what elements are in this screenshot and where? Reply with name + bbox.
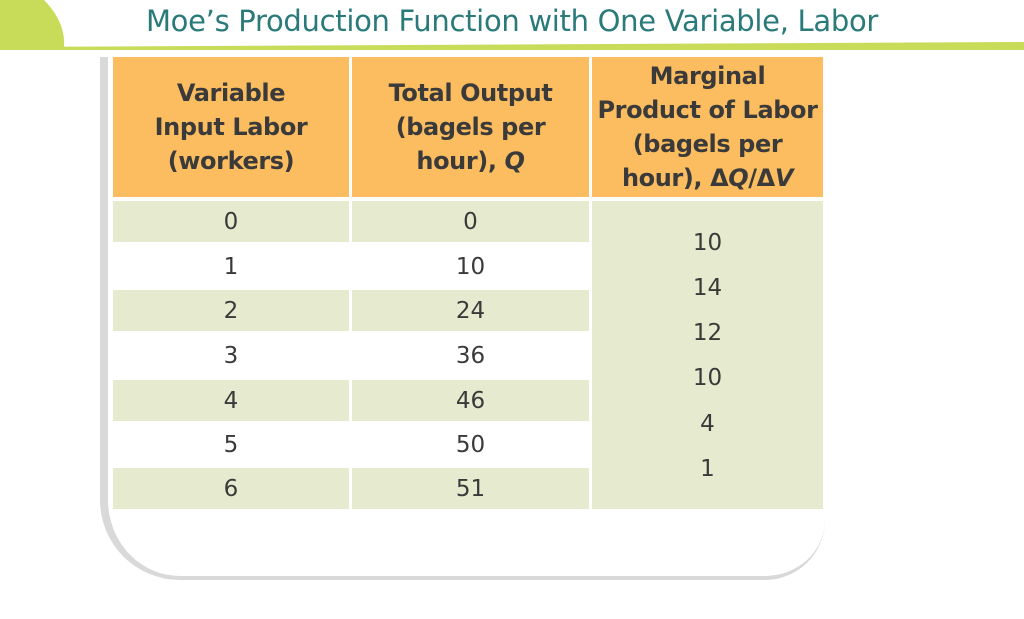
header-output-symbol: Q <box>504 147 525 175</box>
labor-cell: 2 <box>113 290 349 331</box>
labor-cell: 5 <box>223 431 239 458</box>
table-row: 2 24 <box>113 290 589 331</box>
labor-cell: 6 <box>113 468 349 509</box>
header-mpl-text: /Δ <box>748 164 775 192</box>
output-cell: 51 <box>352 468 589 509</box>
header-mpl-line: hour), ΔQ/ΔV <box>597 161 817 195</box>
table-row: 6 51 <box>113 468 589 509</box>
labor-cell: 4 <box>113 380 349 421</box>
corner-accent <box>0 0 65 48</box>
header-marginal-product: Marginal Product of Labor (bagels per ho… <box>592 57 823 197</box>
header-mpl-symbol: Q <box>728 164 749 192</box>
marginal-product-cell: 1 <box>700 456 715 482</box>
header-mpl-line: Marginal <box>649 62 766 90</box>
table-row: 3 36 <box>113 335 589 376</box>
marginal-product-cell: 10 <box>692 365 723 391</box>
marginal-product-cell: 4 <box>700 411 715 437</box>
header-output-text: hour), <box>416 147 505 175</box>
header-mpl-symbol: V <box>774 164 794 192</box>
header-output-line: hour), Q <box>389 144 553 178</box>
output-cell: 50 <box>455 431 486 458</box>
labor-cell: 3 <box>223 342 239 369</box>
header-total-output: Total Output (bagels per hour), Q <box>352 57 589 197</box>
table-row: 5 50 <box>113 424 589 465</box>
title-underline <box>0 42 1024 50</box>
table-row: 4 46 <box>113 380 589 421</box>
marginal-product-cell: 10 <box>692 230 723 256</box>
header-mpl-line: Product of Labor <box>597 96 818 124</box>
slide-title: Moe’s Production Function with One Varia… <box>145 4 879 38</box>
header-output-line: (bagels per <box>395 113 546 141</box>
header-mpl-line: (bagels per <box>632 130 783 158</box>
output-cell: 36 <box>455 342 486 369</box>
marginal-product-cell: 14 <box>692 275 723 301</box>
header-mpl-text: hour), Δ <box>621 164 729 192</box>
table-row: 1 10 <box>113 246 589 287</box>
header-labor-line: (workers) <box>167 147 295 175</box>
marginal-product-cell: 12 <box>692 320 723 346</box>
output-cell: 0 <box>352 201 589 242</box>
labor-cell: 1 <box>223 253 239 280</box>
output-cell: 46 <box>352 380 589 421</box>
header-output-line: Total Output <box>388 79 553 107</box>
header-labor-line: Variable <box>176 79 286 107</box>
output-cell: 24 <box>352 290 589 331</box>
header-labor-line: Input Labor <box>154 113 308 141</box>
output-cell: 10 <box>455 253 486 280</box>
header-labor: Variable Input Labor (workers) <box>113 57 349 197</box>
table-row: 0 0 <box>113 201 589 242</box>
marginal-product-column <box>592 201 823 509</box>
labor-cell: 0 <box>113 201 349 242</box>
